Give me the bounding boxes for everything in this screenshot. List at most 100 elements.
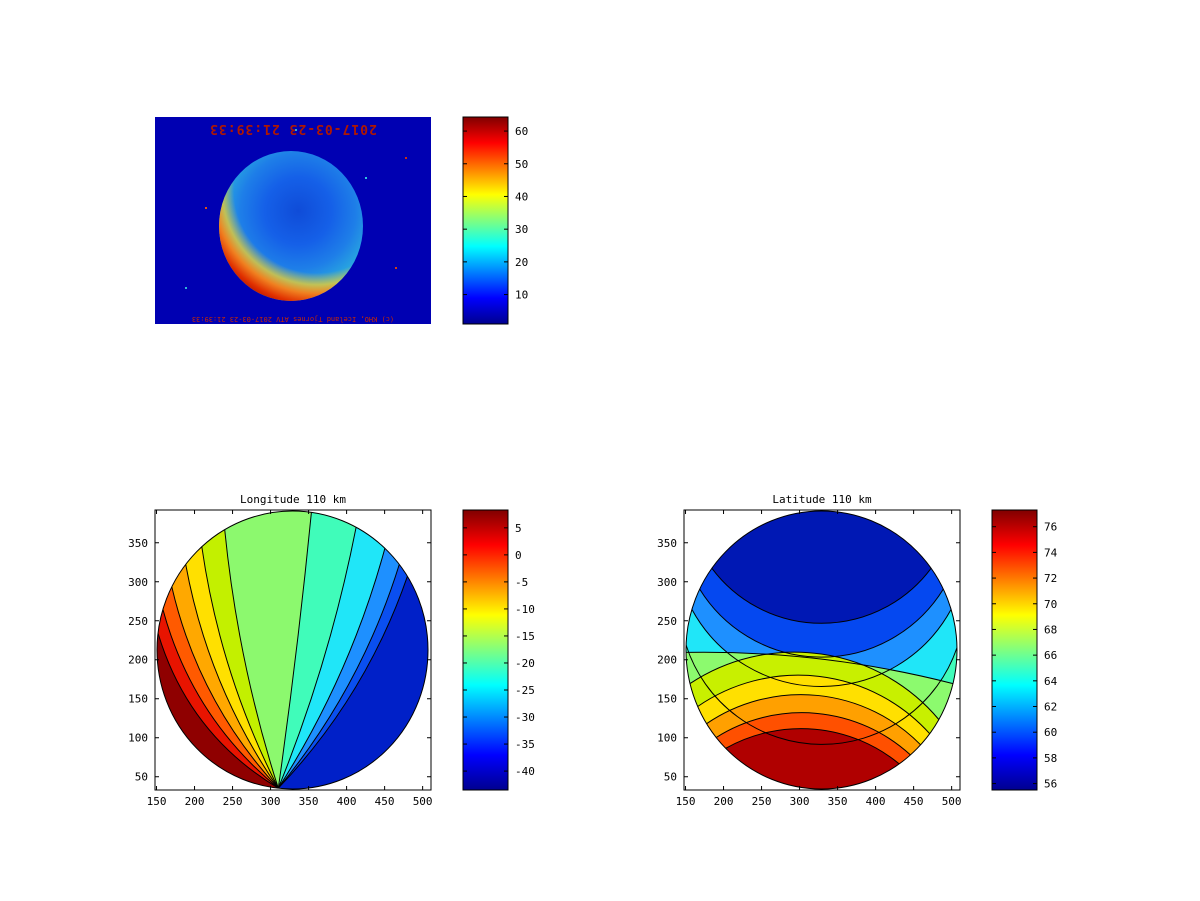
contour-line	[706, 694, 921, 746]
contour-line	[715, 712, 911, 756]
x-tick-label: 350	[299, 795, 319, 808]
x-tick-label: 300	[261, 795, 281, 808]
colorbar-tick-label: -20	[515, 657, 535, 670]
contour-line	[157, 632, 279, 789]
axes-box	[154, 509, 432, 791]
colorbar-tick-label: 58	[1044, 752, 1057, 765]
x-tick-label: 400	[337, 795, 357, 808]
contour-band-group	[686, 511, 957, 789]
allsky-colorbar: 10 20 30 40 50 60	[457, 107, 547, 347]
y-tick-label: 250	[657, 615, 677, 628]
axes-group: 150 200 250 300 350 400 450 500 50 100 150 200 250 30…	[657, 509, 962, 808]
colorbar-tick-label: -25	[515, 684, 535, 697]
colorbar-tick-label: 10	[515, 289, 528, 302]
colorbar-tick-label: 20	[515, 256, 528, 269]
y-tick-label: 200	[657, 654, 677, 667]
latitude-contour-plot: 150 200 250 300 350 400 450 500 50 100 150 200 250 30…	[644, 498, 994, 813]
contour-line	[171, 586, 279, 789]
contour-line	[277, 564, 400, 789]
contour-line	[697, 674, 931, 735]
colorbar-tick-label: 60	[515, 125, 528, 138]
y-tick-label: 350	[657, 537, 677, 550]
colorbar-tick-label: -40	[515, 765, 535, 778]
colorbar-group: 56 58 60 62 64 66 68 70 72 74 76	[991, 509, 1058, 791]
colorbar-tick-label: 56	[1044, 778, 1057, 791]
colorbar-tick-label: 66	[1044, 649, 1057, 662]
colorbar-tick-label: -30	[515, 711, 535, 724]
longitude-svg: 150 200 250 300 350 400 450 500 50 100 150 200 250 30…	[128, 509, 433, 808]
axes-box	[683, 509, 961, 791]
x-tick-label: 450	[375, 795, 395, 808]
colorbar-tick-label: 62	[1044, 701, 1057, 714]
colorbar-tick-label: -10	[515, 603, 535, 616]
colorbar-bar	[462, 116, 509, 325]
colorbar-tick-label: 50	[515, 158, 528, 171]
x-tick-label: 150	[676, 795, 696, 808]
y-tick-label: 300	[128, 576, 148, 589]
x-tick-label: 300	[790, 795, 810, 808]
x-tick-label: 400	[866, 795, 886, 808]
axes-group: 150 200 250 300 350 400 450 500 50 100 150 200 250 30…	[128, 509, 433, 808]
contour-outline	[156, 510, 429, 790]
contour-line	[699, 588, 944, 658]
colorbar-tick-label: -15	[515, 630, 535, 643]
longitude-plot-title: Longitude 110 km	[240, 493, 346, 506]
colorbar-tick-label: 0	[515, 549, 522, 562]
x-tick-label: 250	[223, 795, 243, 808]
contour-line	[691, 609, 952, 687]
colorbar-tick-label: 5	[515, 522, 522, 535]
y-tick-label: 100	[128, 732, 148, 745]
longitude-colorbar: 5 0 -5 -10 -15 -20 -25 -30 -35 -40	[457, 500, 547, 810]
contour-line	[277, 548, 386, 789]
latitude-colorbar: 56 58 60 62 64 66 68 70 72 74 76	[986, 500, 1076, 810]
y-tick-label: 50	[664, 771, 677, 784]
y-tick-label: 250	[128, 615, 148, 628]
y-tick-label: 50	[135, 771, 148, 784]
colorbar-bar	[991, 509, 1038, 791]
x-tick-label: 200	[714, 795, 734, 808]
x-tick-label: 350	[828, 795, 848, 808]
y-tick-label: 200	[128, 654, 148, 667]
colorbar-svg: 56 58 60 62 64 66 68 70 72 74 76	[991, 509, 1058, 791]
contour-line	[686, 644, 957, 745]
y-tick-label: 150	[128, 693, 148, 706]
longitude-contour-plot: 150 200 250 300 350 400 450 500 50 100 150 200 250 30…	[115, 498, 465, 813]
allsky-timestamp-text: 2017-03-23 21:39:33	[209, 121, 377, 136]
colorbar-tick-label: -5	[515, 576, 528, 589]
colorbar-svg: 5 0 -5 -10 -15 -20 -25 -30 -35 -40	[462, 509, 535, 791]
colorbar-tick-label: 70	[1044, 598, 1057, 611]
colorbar-tick-label: 68	[1044, 623, 1057, 636]
allsky-caption-text: (c) KHO, Iceland Tjornes ATV 2017-03-23 …	[191, 315, 395, 323]
colorbar-tick-label: 76	[1044, 521, 1057, 534]
contour-line	[686, 651, 954, 685]
latitude-plot-title: Latitude 110 km	[772, 493, 872, 506]
y-tick-label: 350	[128, 537, 148, 550]
latitude-svg: 150 200 250 300 350 400 450 500 50 100 150 200 250 30…	[657, 509, 962, 808]
colorbar-svg: 10 20 30 40 50 60	[462, 116, 528, 325]
contour-outline	[685, 510, 958, 790]
y-tick-label: 150	[657, 693, 677, 706]
noise-speckles	[155, 117, 157, 119]
x-tick-label: 500	[942, 795, 962, 808]
allsky-image-panel: 2017-03-23 21:39:33 (c) KHO, Iceland Tjo…	[155, 117, 431, 324]
colorbar-tick-label: -35	[515, 738, 535, 751]
x-tick-label: 500	[413, 795, 433, 808]
contour-line	[725, 728, 900, 765]
contour-line	[224, 529, 279, 789]
y-tick-label: 100	[657, 732, 677, 745]
colorbar-bar	[462, 509, 509, 791]
colorbar-tick-label: 72	[1044, 572, 1057, 585]
contour-band-group	[157, 511, 428, 789]
colorbar-group: 5 0 -5 -10 -15 -20 -25 -30 -35 -40	[462, 509, 535, 791]
contour-line	[277, 576, 408, 789]
x-tick-label: 450	[904, 795, 924, 808]
colorbar-tick-label: 30	[515, 223, 528, 236]
colorbar-tick-label: 60	[1044, 726, 1057, 739]
x-tick-label: 150	[147, 795, 167, 808]
contour-line	[201, 546, 279, 789]
contour-band	[725, 728, 900, 789]
contour-line	[711, 568, 932, 624]
contour-line	[277, 512, 312, 789]
contour-line	[689, 651, 940, 720]
